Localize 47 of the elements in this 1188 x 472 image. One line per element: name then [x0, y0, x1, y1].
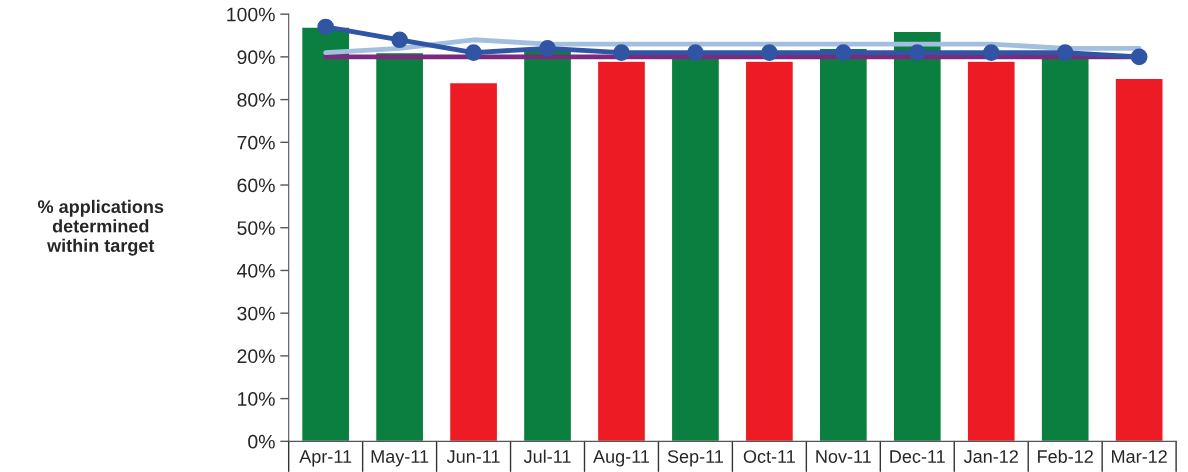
bar [818, 47, 869, 442]
point [391, 31, 408, 49]
y-axis-title: % applications determined within target [38, 199, 164, 256]
bar [966, 60, 1016, 442]
x-tick-label: Apr-11 [299, 450, 352, 467]
y-tick-label: 10% [238, 392, 275, 406]
x-tick-label: Mar-12 [1112, 450, 1167, 463]
point [834, 44, 852, 61]
bar [300, 26, 351, 442]
x-tick-label: Jan-12 [963, 450, 1018, 463]
y-tick-label: 50% [237, 221, 275, 235]
x-tick-label: Aug-11 [593, 450, 650, 467]
point [687, 44, 704, 61]
y-tick-label: 80% [237, 93, 275, 107]
y-tick-label: 60% [237, 178, 275, 193]
point [613, 44, 630, 61]
point [539, 39, 556, 57]
bar [596, 60, 647, 442]
x-tick-label: Nov-11 [816, 450, 871, 463]
x-tick-label: Jun-11 [446, 450, 500, 463]
bar [1114, 77, 1164, 442]
y-tick-label: 70% [237, 135, 275, 150]
y-tick-label: 0% [248, 434, 275, 449]
y-tick-label: 100% [227, 7, 275, 22]
y-tick-label: 90% [237, 50, 275, 65]
x-tick-label: May-11 [371, 450, 429, 467]
point [1056, 44, 1074, 61]
point [982, 44, 1000, 61]
point [761, 44, 778, 61]
x-tick-label: Jul-11 [523, 449, 571, 463]
x-tick-label: Oct-11 [743, 450, 795, 463]
bar [374, 51, 425, 442]
point [908, 44, 926, 61]
x-tick-label: Feb-12 [1038, 449, 1093, 463]
bar [1040, 56, 1090, 442]
bar [892, 30, 943, 442]
x-tick-label: Sep-11 [667, 450, 723, 467]
y-tick-label: 20% [237, 349, 275, 364]
point [1130, 48, 1148, 66]
point [465, 44, 482, 61]
y-tick-label: 30% [237, 306, 275, 321]
point [317, 18, 334, 36]
bar [448, 81, 499, 442]
x-tick-label: Dec-11 [890, 450, 945, 463]
y-tick-label: 40% [237, 263, 275, 278]
bar [670, 56, 721, 442]
bar [744, 60, 795, 442]
